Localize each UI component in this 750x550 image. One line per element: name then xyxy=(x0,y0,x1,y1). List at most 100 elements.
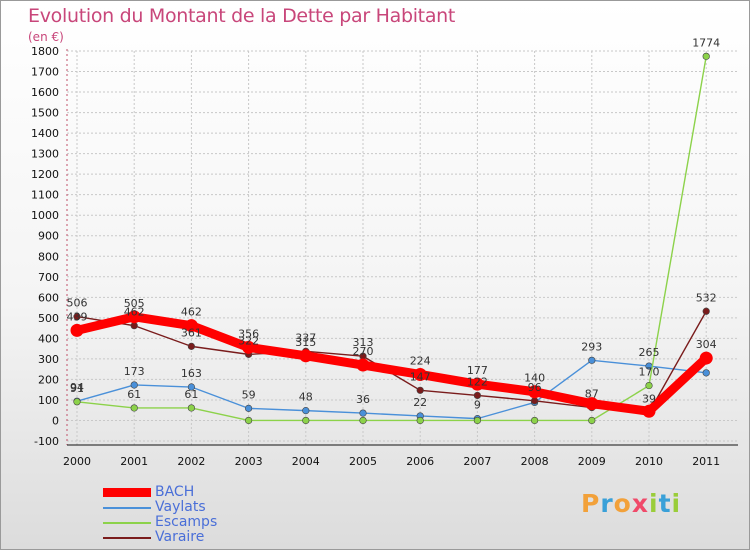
data-label-bach: 462 xyxy=(181,306,202,319)
point-escamps xyxy=(416,416,424,425)
point-vaylats xyxy=(702,369,710,377)
data-label-vaylats: 94 xyxy=(70,381,84,394)
x-tick-label: 2011 xyxy=(692,455,720,468)
data-label-varaire: 122 xyxy=(467,375,488,388)
point-escamps xyxy=(530,416,539,425)
y-tick-label: -100 xyxy=(34,435,59,448)
point-bach xyxy=(356,358,370,372)
data-label-varaire: 337 xyxy=(295,331,316,344)
point-vaylats xyxy=(187,383,195,391)
legend-swatch-varaire xyxy=(103,537,151,539)
data-label-varaire: 506 xyxy=(67,297,88,310)
legend-item-vaylats: Vaylats xyxy=(103,500,283,515)
x-tick-label: 2006 xyxy=(406,455,434,468)
legend-swatch-vaylats xyxy=(103,507,151,509)
data-label-varaire: 361 xyxy=(181,326,202,339)
x-tick-label: 2008 xyxy=(521,455,549,468)
legend: BACH Vaylats Escamps Varaire xyxy=(103,485,283,545)
y-tick-label: 400 xyxy=(38,332,59,345)
point-bach xyxy=(242,340,256,354)
point-bach xyxy=(70,323,84,337)
y-tick-label: 1400 xyxy=(31,127,59,140)
point-varaire xyxy=(702,307,710,315)
data-label-varaire: 322 xyxy=(238,334,259,347)
legend-swatch-bach xyxy=(103,488,151,497)
point-escamps xyxy=(187,404,195,412)
y-tick-label: 1000 xyxy=(31,209,59,222)
point-bach xyxy=(184,319,198,333)
point-varaire xyxy=(473,391,482,400)
y-tick-label: 1100 xyxy=(31,189,59,202)
data-label-bach: 439 xyxy=(67,310,88,323)
data-label-varaire: 39 xyxy=(642,392,656,405)
data-label-vaylats: 163 xyxy=(181,367,202,380)
point-bach xyxy=(127,310,141,324)
legend-item-bach: BACH xyxy=(103,485,283,500)
y-tick-label: 1300 xyxy=(31,148,59,161)
data-label-escamps: 61 xyxy=(184,388,198,401)
data-label-escamps: 91 xyxy=(70,382,84,395)
data-label-bach: 505 xyxy=(124,297,145,310)
point-vaylats xyxy=(359,409,367,417)
logo-letter: i xyxy=(671,489,682,518)
data-label-bach: 304 xyxy=(696,338,717,351)
point-escamps xyxy=(702,52,710,60)
x-tick-label: 2007 xyxy=(463,455,491,468)
legend-label-escamps: Escamps xyxy=(155,514,218,530)
y-tick-label: 1200 xyxy=(31,168,59,181)
legend-label-bach: BACH xyxy=(155,484,195,500)
point-bach xyxy=(585,397,599,411)
point-vaylats xyxy=(245,404,253,412)
x-tick-label: 2001 xyxy=(120,455,148,468)
x-tick-label: 2004 xyxy=(292,455,320,468)
point-varaire xyxy=(73,313,81,321)
x-tick-label: 2009 xyxy=(578,455,606,468)
x-tick-label: 2003 xyxy=(235,455,263,468)
y-tick-label: 1600 xyxy=(31,86,59,99)
point-escamps xyxy=(645,381,653,390)
logo-letter: r xyxy=(600,489,614,518)
data-label-vaylats: 265 xyxy=(639,346,660,359)
logo-letter: P xyxy=(581,489,601,518)
data-label-varaire: 462 xyxy=(124,306,145,319)
data-label-escamps: 1774 xyxy=(692,36,720,49)
data-label-vaylats: 173 xyxy=(124,365,145,378)
unit-label: (en €) xyxy=(28,30,64,44)
y-tick-label: 300 xyxy=(38,353,59,366)
data-label-varaire: 87 xyxy=(585,388,599,401)
point-escamps xyxy=(245,416,253,425)
logo-letter: t xyxy=(658,489,672,518)
point-bach xyxy=(699,351,713,365)
legend-item-varaire: Varaire xyxy=(103,530,283,545)
data-label-bach: 140 xyxy=(524,372,545,385)
y-tick-label: 1800 xyxy=(31,45,59,58)
data-label-bach: 177 xyxy=(467,364,488,377)
series-line-bach xyxy=(72,312,711,416)
legend-item-escamps: Escamps xyxy=(103,515,283,530)
y-tick-label: 0 xyxy=(52,414,59,427)
data-label-escamps: 170 xyxy=(639,366,660,379)
y-tick-label: 500 xyxy=(38,312,59,325)
data-label-vaylats: 293 xyxy=(581,340,602,353)
series-line-escamps xyxy=(76,55,707,422)
data-label-varaire: 313 xyxy=(353,336,374,349)
data-label-vaylats: 36 xyxy=(356,393,370,406)
point-vaylats xyxy=(302,407,310,415)
point-escamps xyxy=(473,416,482,425)
y-tick-label: 600 xyxy=(38,291,59,304)
data-label-vaylats: 59 xyxy=(242,388,256,401)
legend-label-vaylats: Vaylats xyxy=(155,499,206,515)
point-escamps xyxy=(302,416,310,425)
y-tick-label: 1500 xyxy=(31,107,59,120)
point-varaire xyxy=(530,397,539,405)
data-label-vaylats: 48 xyxy=(299,391,313,404)
legend-label-varaire: Varaire xyxy=(155,529,205,545)
point-varaire xyxy=(416,386,424,394)
point-escamps xyxy=(588,416,596,425)
point-bach xyxy=(642,404,656,418)
point-vaylats xyxy=(130,381,138,389)
logo-letter: o xyxy=(613,489,632,518)
logo-letter: x xyxy=(631,489,649,518)
y-tick-label: 900 xyxy=(38,230,59,243)
